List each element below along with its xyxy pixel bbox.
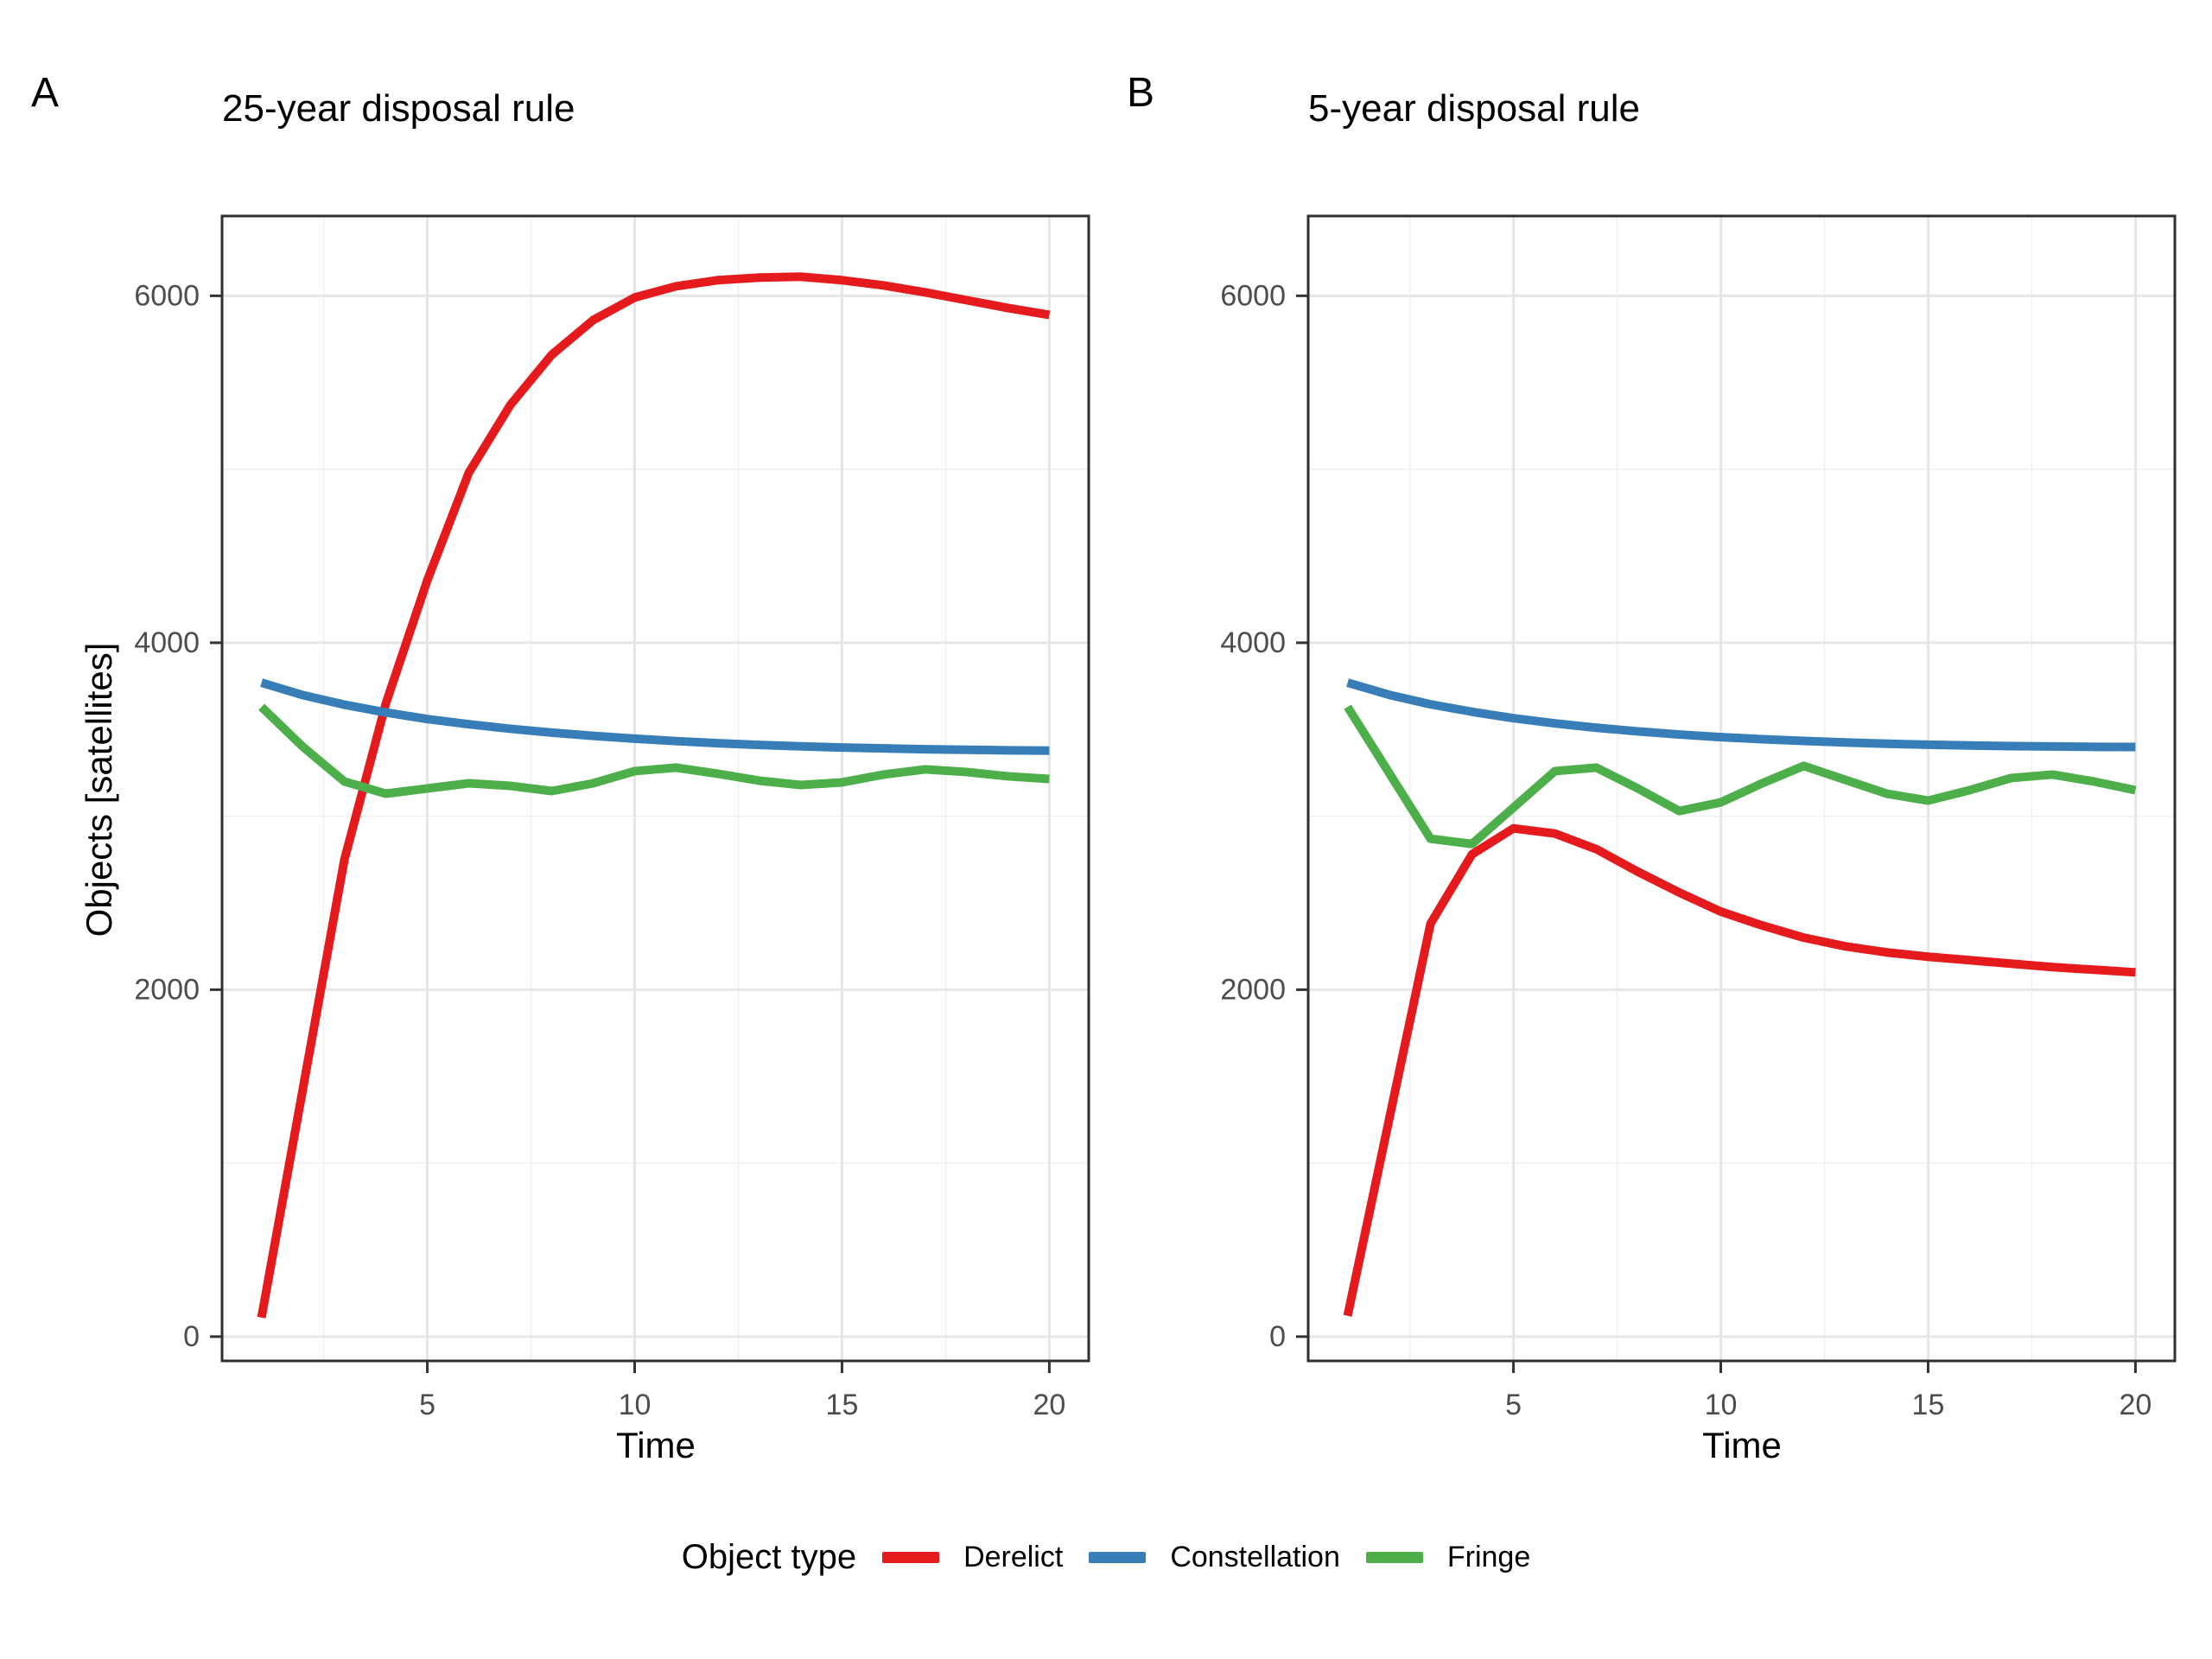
y-axis-title: Objects [satellites] — [79, 642, 119, 938]
y-axis-tick-label: 2000 — [134, 973, 200, 1006]
x-axis-tick-label: 20 — [2119, 1389, 2152, 1421]
panel-a-tag: A — [31, 70, 60, 116]
legend-key-constellation — [1089, 1551, 1147, 1563]
panel-border — [220, 214, 1090, 1363]
legend-title: Object type — [681, 1538, 857, 1576]
x-axis-tick-label: 20 — [1033, 1389, 1065, 1421]
x-axis-tick-label: 10 — [619, 1389, 652, 1421]
series-line-fringe-panel-b — [1344, 704, 2137, 849]
series-line-derelict-panel-b — [1343, 823, 2136, 1317]
x-axis-tick-label: 10 — [1705, 1389, 1738, 1421]
legend-item-derelict: Derelict — [882, 1542, 1063, 1572]
legend-key-fringe — [1365, 1551, 1423, 1563]
panel-b-x-axis-title: Time — [1702, 1425, 1782, 1465]
series-line-constellation-panel-b — [1346, 678, 2136, 752]
y-axis-tick-label: 6000 — [134, 279, 200, 312]
legend-item-constellation: Constellation — [1089, 1542, 1340, 1572]
panel-border — [1306, 214, 2177, 1363]
legend: Object type Derelict Constellation Fring… — [0, 1540, 2212, 1574]
panel-background — [222, 216, 1089, 1361]
y-axis-tick-label: 0 — [1269, 1320, 1286, 1353]
x-axis-tick-label: 15 — [826, 1389, 859, 1421]
x-axis-tick-label: 5 — [419, 1389, 435, 1421]
panel-b-tag: B — [1127, 70, 1155, 116]
x-axis-tick-label: 15 — [1912, 1389, 1945, 1421]
x-axis-tick-label: 5 — [1505, 1389, 1522, 1421]
panel-a-x-axis-title: Time — [616, 1425, 696, 1465]
panel-a-title: 25-year disposal rule — [222, 87, 575, 130]
series-line-derelict-panel-a — [257, 272, 1051, 1319]
y-axis-tick-label: 4000 — [1220, 626, 1286, 659]
legend-label-derelict: Derelict — [963, 1541, 1064, 1573]
series-line-constellation-panel-a — [260, 678, 1050, 755]
legend-label-constellation: Constellation — [1170, 1541, 1340, 1573]
legend-item-fringe: Fringe — [1365, 1541, 1531, 1573]
y-axis-tick-label: 2000 — [1220, 973, 1286, 1006]
legend-label-fringe: Fringe — [1446, 1541, 1531, 1573]
legend-key-derelict — [882, 1551, 940, 1563]
panel-b-title: 5-year disposal rule — [1308, 87, 1640, 130]
y-axis-tick-label: 6000 — [1220, 279, 1286, 312]
y-axis-tick-label: 4000 — [134, 626, 200, 659]
y-axis-tick-label: 0 — [183, 1320, 200, 1353]
series-line-fringe-panel-a — [258, 703, 1050, 798]
